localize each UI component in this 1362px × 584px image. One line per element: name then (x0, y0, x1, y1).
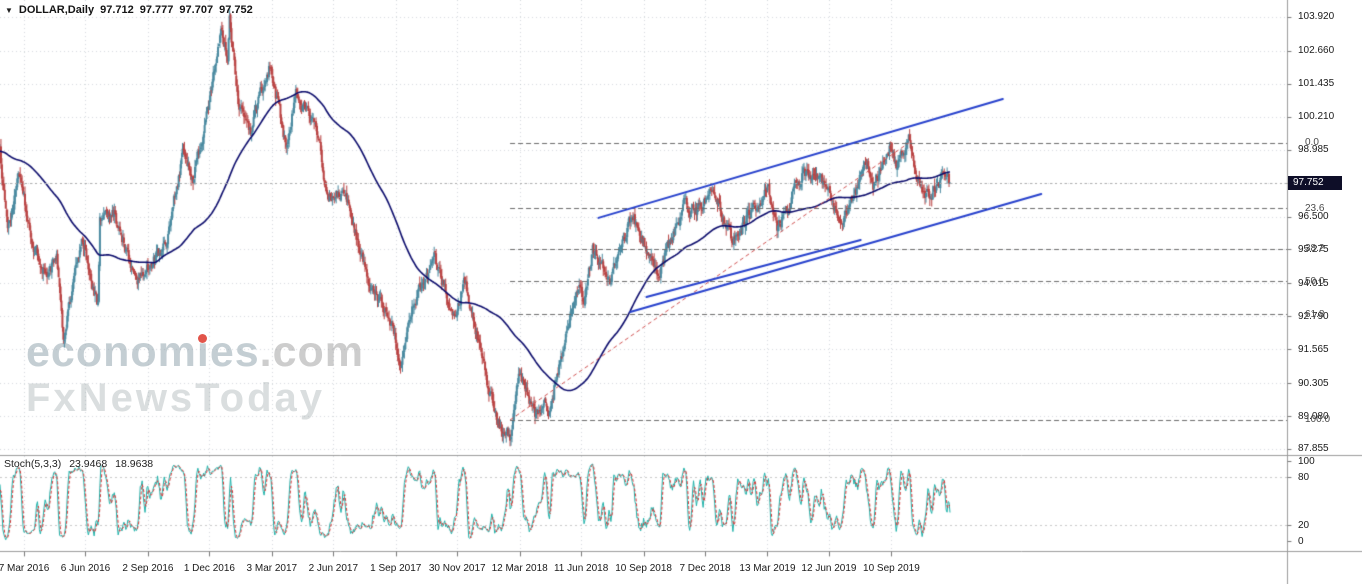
time-axis-label: 13 Mar 2019 (739, 563, 796, 574)
price-axis-label: 92.790 (1298, 310, 1329, 322)
time-axis-label: 12 Mar 2018 (491, 563, 548, 574)
quote-low: 97.707 (179, 4, 214, 16)
time-axis-label: 7 Mar 2016 (0, 563, 50, 574)
stoch-axis-label: 0 (1298, 535, 1304, 547)
stoch-d-value: 18.9638 (115, 458, 154, 470)
stoch-name: Stoch(5,3,3) (4, 458, 62, 470)
symbol-title: DOLLAR,Daily (18, 4, 95, 16)
quote-high: 97.777 (139, 4, 174, 16)
time-axis-label: 11 Jun 2018 (553, 563, 609, 574)
price-axis-label: 101.435 (1298, 78, 1335, 90)
time-axis-label: 1 Sep 2017 (370, 563, 422, 574)
stoch-axis-label: 100 (1298, 455, 1315, 467)
time-axis-label: 1 Dec 2016 (183, 563, 235, 574)
price-axis-label: 91.565 (1298, 343, 1329, 355)
price-axis-label: 100.210 (1298, 111, 1335, 123)
quote-open: 97.712 (100, 4, 134, 16)
current-price-box: 97.752 (1288, 175, 1342, 190)
quote-close: 97.752 (219, 4, 253, 16)
time-axis-label: 2 Jun 2017 (308, 563, 359, 574)
chart-header: ▼ DOLLAR,Daily 97.712 97.777 97.707 97.7… (5, 4, 253, 16)
stoch-indicator-label: Stoch(5,3,3) 23.9468 18.9638 (4, 458, 153, 470)
price-axis-label: 87.855 (1298, 443, 1329, 455)
time-axis-label: 10 Sep 2018 (615, 563, 672, 574)
time-axis-label: 7 Dec 2018 (679, 563, 731, 574)
price-axis-label: 95.275 (1298, 243, 1329, 255)
price-axis-label: 98.985 (1298, 144, 1329, 156)
stoch-axis[interactable]: 100 80 20 0 (1287, 0, 1362, 584)
price-axis-label: 96.500 (1298, 211, 1329, 222)
time-axis-label: 3 Mar 2017 (246, 563, 298, 574)
stoch-axis-label: 20 (1298, 519, 1310, 531)
time-axis-label: 6 Jun 2016 (60, 563, 111, 574)
time-axis-label: 30 Nov 2017 (428, 563, 486, 574)
time-axis[interactable]: 7 Mar 2016 6 Jun 2016 2 Sep 2016 1 Dec 2016… (0, 553, 1362, 584)
price-axis-label: 89.080 (1298, 410, 1329, 422)
time-axis-label: 12 Jun 2019 (801, 563, 857, 574)
time-axis-label: 10 Sep 2019 (863, 563, 920, 574)
price-axis-label: 90.305 (1298, 377, 1329, 389)
symbol-dropdown-icon[interactable]: ▼ (5, 5, 13, 15)
stoch-k-value: 23.9468 (69, 458, 108, 470)
price-axis-label: 94.015 (1298, 277, 1329, 289)
price-axis-label: 103.920 (1298, 11, 1335, 23)
price-axis-label: 102.660 (1298, 45, 1335, 57)
stoch-axis-label: 80 (1298, 471, 1310, 483)
time-axis-label: 2 Sep 2016 (122, 563, 174, 574)
